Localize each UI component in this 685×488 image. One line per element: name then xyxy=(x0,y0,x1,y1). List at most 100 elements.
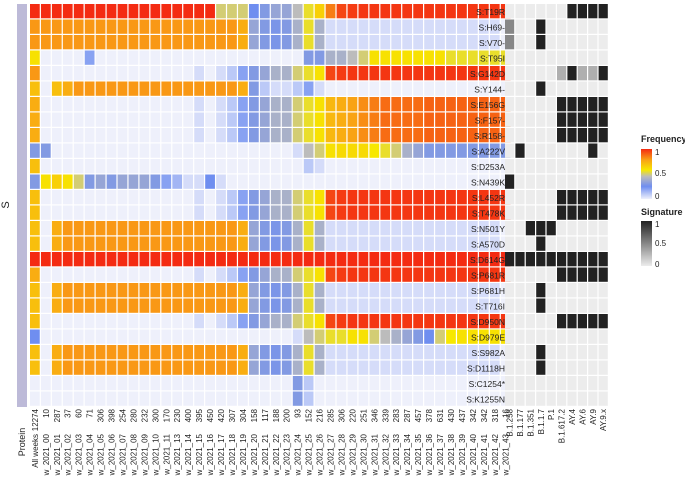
freq-cell xyxy=(259,283,270,298)
week-labels: All weeks w_2021_00 w_2021_01 w_2021_02 w_20… xyxy=(31,433,511,476)
freq-cell xyxy=(347,221,358,236)
freq-cell xyxy=(40,329,51,344)
freq-cell xyxy=(281,50,292,65)
freq-cell xyxy=(347,50,358,65)
column-count: 254 xyxy=(118,408,127,422)
freq-cell xyxy=(380,205,391,220)
signature-cell xyxy=(525,236,535,251)
freq-cell xyxy=(358,112,369,127)
freq-cell xyxy=(489,174,500,189)
freq-cell xyxy=(40,97,51,112)
column-count: 283 xyxy=(392,408,401,422)
week-label: w_2021_24 xyxy=(294,433,303,476)
freq-cell xyxy=(227,128,237,143)
freq-cell xyxy=(446,97,456,112)
week-label: w_2021_16 xyxy=(206,433,215,476)
signature-cell xyxy=(577,112,587,127)
freq-cell xyxy=(489,143,500,158)
protein-group-label: S xyxy=(0,201,12,208)
signature-cell xyxy=(525,112,535,127)
freq-cell xyxy=(84,50,95,65)
signature-cell xyxy=(515,329,525,344)
freq-cell xyxy=(30,174,40,189)
freq-cell xyxy=(292,298,303,313)
freq-cell xyxy=(446,221,456,236)
freq-cell xyxy=(84,360,95,375)
freq-cell xyxy=(95,4,106,19)
freq-cell xyxy=(468,252,478,267)
freq-cell xyxy=(216,112,226,127)
signature-cell xyxy=(546,221,556,236)
freq-cell xyxy=(413,128,423,143)
freq-cell xyxy=(259,391,270,406)
freq-cell xyxy=(117,112,128,127)
signature-cell xyxy=(588,190,598,205)
freq-cell xyxy=(358,345,369,360)
freq-cell xyxy=(62,35,73,50)
mutation-label: S:A222V xyxy=(471,146,505,156)
signature-cell xyxy=(525,97,535,112)
freq-cell xyxy=(314,190,325,205)
signature-cell xyxy=(577,252,587,267)
freq-cell xyxy=(478,190,489,205)
freq-cell xyxy=(314,112,325,127)
freq-cell xyxy=(238,314,248,329)
signature-cell xyxy=(577,236,587,251)
freq-cell xyxy=(238,190,248,205)
freq-cell xyxy=(73,391,84,406)
freq-cell xyxy=(238,236,248,251)
freq-cell xyxy=(172,35,183,50)
freq-cell xyxy=(62,81,73,96)
freq-cell xyxy=(391,112,402,127)
freq-cell xyxy=(161,329,172,344)
signature-cell xyxy=(536,35,546,50)
freq-cell xyxy=(478,221,489,236)
freq-cell xyxy=(106,236,117,251)
freq-cell xyxy=(62,159,73,174)
freq-cell xyxy=(259,360,270,375)
signature-tick-0.5: 0.5 xyxy=(655,239,667,248)
freq-cell xyxy=(413,252,423,267)
signature-cell xyxy=(598,329,608,344)
freq-cell xyxy=(270,50,281,65)
signature-cell xyxy=(598,81,608,96)
freq-cell xyxy=(292,252,303,267)
freq-cell xyxy=(413,174,423,189)
week-label: w_2021_27 xyxy=(327,433,336,476)
freq-cell xyxy=(259,4,270,19)
signature-cell xyxy=(546,190,556,205)
freq-cell xyxy=(106,159,117,174)
signature-cell xyxy=(525,4,535,19)
signature-cell xyxy=(536,66,546,81)
freq-cell xyxy=(468,112,478,127)
freq-cell xyxy=(249,298,259,313)
freq-cell xyxy=(380,143,391,158)
freq-cell xyxy=(40,128,51,143)
signature-cell xyxy=(505,174,515,189)
freq-cell xyxy=(281,345,292,360)
freq-cell xyxy=(314,376,325,391)
freq-cell xyxy=(62,174,73,189)
freq-cell xyxy=(468,174,478,189)
freq-cell xyxy=(270,128,281,143)
freq-cell xyxy=(325,143,336,158)
freq-cell xyxy=(281,35,292,50)
freq-cell xyxy=(95,190,106,205)
freq-cell xyxy=(402,221,413,236)
freq-cell xyxy=(314,159,325,174)
column-count: 306 xyxy=(97,408,106,422)
freq-cell xyxy=(402,112,413,127)
freq-cell xyxy=(380,252,391,267)
freq-cell xyxy=(281,143,292,158)
freq-cell xyxy=(51,298,62,313)
freq-cell xyxy=(325,50,336,65)
freq-cell xyxy=(457,97,467,112)
signature-cell xyxy=(577,159,587,174)
freq-cell xyxy=(347,252,358,267)
freq-cell xyxy=(249,190,259,205)
freq-cell xyxy=(325,376,336,391)
freq-cell xyxy=(95,314,106,329)
freq-cell xyxy=(446,236,456,251)
freq-cell xyxy=(227,221,237,236)
freq-cell xyxy=(478,267,489,282)
